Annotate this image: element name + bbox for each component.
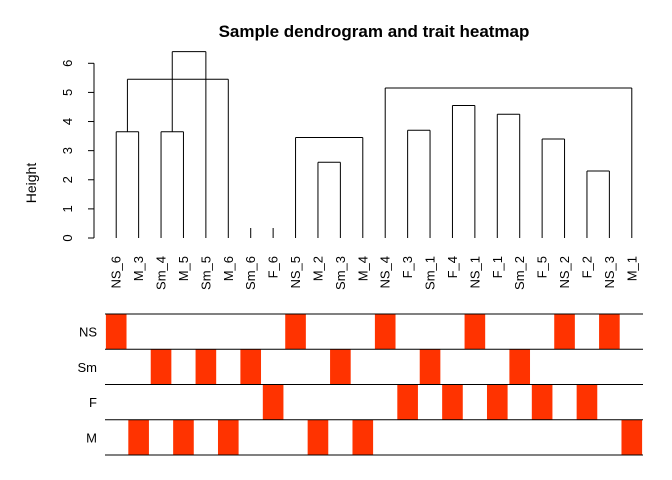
heatmap-cell [195, 349, 217, 385]
leaf-label: F_2 [579, 256, 594, 278]
trait-label: F [89, 395, 97, 410]
dendrogram-merge [384, 87, 633, 228]
heatmap-cell [307, 419, 329, 455]
dendrogram-merge [126, 78, 229, 228]
y-axis-label: Height [23, 163, 39, 204]
heatmap-cell [621, 419, 643, 455]
heatmap-cell [330, 349, 351, 385]
leaf-label: Sm_6 [243, 256, 258, 290]
heatmap-cell [173, 419, 194, 455]
heatmap-cell [217, 419, 239, 455]
heatmap-cell [262, 384, 284, 420]
heatmap-cell [128, 419, 149, 455]
leaf-label: F_3 [400, 256, 415, 278]
y-tick-label: 2 [60, 176, 75, 183]
y-axis: 0 1 2 3 4 5 6 [60, 60, 95, 242]
heatmap-cell [150, 349, 172, 385]
trait-label: NS [79, 325, 97, 340]
leaf-label: F_1 [490, 256, 505, 278]
leaf-label: F_4 [445, 256, 460, 278]
leaf-label: F_5 [535, 256, 550, 278]
leaf-label: NS_3 [602, 256, 617, 289]
leaf-label: NS_4 [378, 256, 393, 289]
leaf-label: Sm_1 [423, 256, 438, 290]
dendrogram-merge [407, 129, 431, 228]
y-tick-label: 5 [60, 89, 75, 96]
leaf-label: NS_6 [109, 256, 124, 289]
heatmap-cell [509, 349, 531, 385]
heatmap-cell [464, 314, 486, 350]
heatmap-cell [531, 384, 553, 420]
leaf-labels: NS_6 M_3 Sm_4 M_5 Sm_5 M_6 Sm_6 F_6 NS_5 M_2 Sm_3 M… [109, 256, 640, 290]
y-tick-label: 1 [60, 205, 75, 212]
heatmap-cell [352, 419, 374, 455]
leaf-label: NS_1 [467, 256, 482, 289]
leaf-label: Sm_3 [333, 256, 348, 290]
leaf-label: Sm_4 [154, 256, 169, 290]
dendrogram-merge [541, 138, 566, 228]
heatmap-cell [105, 314, 127, 350]
heatmap-cell [554, 314, 575, 350]
heatmap-cell [374, 314, 396, 350]
dendrogram [115, 51, 633, 238]
dendrogram-merge [115, 131, 140, 228]
heatmap-cell [240, 349, 262, 385]
dendrogram-merge [317, 161, 341, 228]
leaf-label: M_1 [624, 256, 639, 281]
trait-label: M [86, 430, 97, 445]
heatmap-cell [419, 349, 441, 385]
heatmap-cell [486, 384, 508, 420]
heatmap-cell [599, 314, 620, 350]
leaf-label: M_3 [131, 256, 146, 281]
leaf-label: M_5 [176, 256, 191, 281]
dendrogram-merge [496, 113, 521, 228]
leaf-label: NS_5 [288, 256, 303, 289]
leaf-label: M_4 [355, 256, 370, 281]
leaf-label: NS_2 [557, 256, 572, 289]
heatmap-cell [397, 384, 418, 420]
leaf-label: F_6 [266, 256, 281, 278]
leaf-label: Sm_5 [198, 256, 213, 290]
y-tick-label: 4 [60, 118, 75, 125]
heatmap-cell [576, 384, 598, 420]
dendrogram-merge [586, 170, 610, 228]
leaf-label: M_2 [310, 256, 325, 281]
trait-label: Sm [78, 360, 98, 375]
heatmap-cell [285, 314, 306, 350]
dendrogram-merge [171, 51, 207, 228]
leaf-label: Sm_2 [512, 256, 527, 290]
dendrogram-merge [451, 105, 476, 228]
y-tick-label: 6 [60, 60, 75, 67]
trait-heatmap: NS Sm F M [78, 313, 643, 456]
dendrogram-merge [160, 131, 184, 228]
dendrogram-merge [295, 137, 364, 228]
leaf-label: M_6 [221, 256, 236, 281]
heatmap-cell [442, 384, 463, 420]
y-tick-label: 0 [60, 234, 75, 241]
y-tick-label: 3 [60, 147, 75, 154]
chart-title: Sample dendrogram and trait heatmap [219, 22, 530, 41]
